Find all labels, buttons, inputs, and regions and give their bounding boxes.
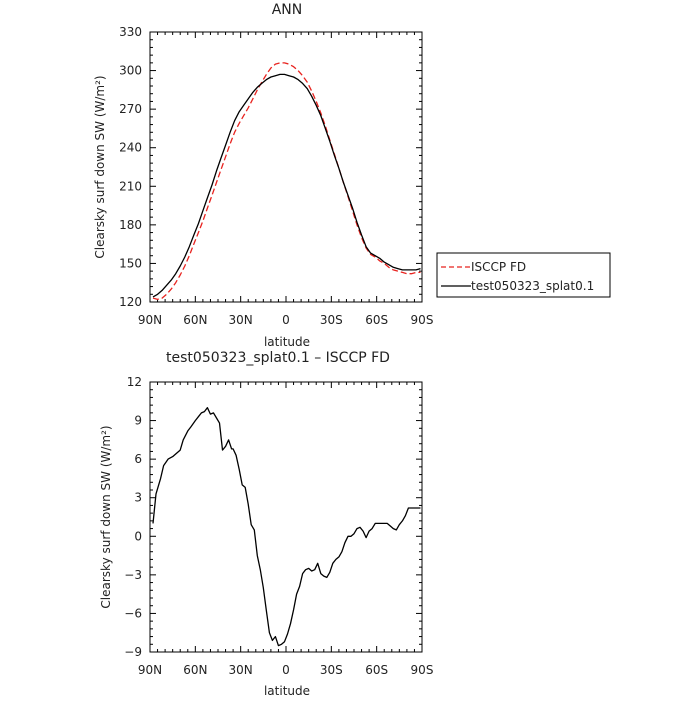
bottom-x-tick-label: 30N [229, 663, 253, 677]
legend-label-model: test050323_splat0.1 [471, 279, 594, 293]
bottom-y-tick-label: 12 [127, 375, 142, 389]
bottom-x-tick-label: 90N [138, 663, 162, 677]
top-y-tick-label: 210 [119, 179, 142, 193]
bottom-y-tick-label: −6 [124, 606, 142, 620]
top-x-axis-title: latitude [264, 335, 310, 349]
top-y-tick-label: 330 [119, 25, 142, 39]
top-series-line-1 [152, 73, 421, 298]
bottom-x-tick-label: 90S [411, 663, 434, 677]
top-panel: ANN 90N 60N 30N 0 30S 60S 90S 120 150 180 210 240 2… [93, 2, 433, 349]
top-y-tick-label: 270 [119, 102, 142, 116]
top-x-tick-label: 90S [411, 313, 434, 327]
legend-box [436, 252, 611, 298]
top-series-line-0 [152, 62, 421, 301]
top-axis-ticks [149, 31, 423, 303]
bottom-panel: test050323_splat0.1 – ISCCP FD 90N 60N 30N… [99, 350, 433, 698]
top-y-tick-label: 240 [119, 141, 142, 155]
top-y-tick-label: 300 [119, 64, 142, 78]
bottom-x-tick-label: 60S [365, 663, 388, 677]
bottom-x-tick-label: 30S [320, 663, 343, 677]
bottom-x-axis-title: latitude [264, 684, 310, 698]
bottom-x-tick-label: 60N [183, 663, 207, 677]
top-y-tick-label: 150 [119, 256, 142, 270]
top-x-tick-label: 60S [365, 313, 388, 327]
bottom-axis-ticks [149, 381, 423, 653]
top-x-tick-label: 90N [138, 313, 162, 327]
top-x-tick-label: 0 [282, 313, 290, 327]
bottom-y-axis-title: Clearsky surf down SW (W/m²) [99, 425, 113, 608]
bottom-y-tick-label: 6 [134, 452, 142, 466]
bottom-y-tick-label: 3 [134, 491, 142, 505]
top-x-tick-labels: 90N 60N 30N 0 30S 60S 90S [138, 313, 434, 327]
bottom-x-tick-label: 0 [282, 663, 290, 677]
top-x-tick-label: 60N [183, 313, 207, 327]
bottom-y-tick-label: −9 [124, 645, 142, 659]
legend: ISCCP FD test050323_splat0.1 [436, 252, 611, 298]
legend-label-isccp: ISCCP FD [471, 260, 526, 274]
top-y-tick-label: 120 [119, 295, 142, 309]
bottom-series-line-0 [152, 407, 421, 647]
bottom-series-lines [152, 407, 421, 647]
top-y-axis-title: Clearsky surf down SW (W/m²) [93, 75, 107, 258]
top-y-tick-labels: 120 150 180 210 240 270 300 330 [119, 25, 142, 309]
bottom-chart-title: test050323_splat0.1 – ISCCP FD [166, 350, 390, 366]
bottom-plot-frame [149, 381, 423, 653]
bottom-y-tick-labels: −9 −6 −3 0 3 6 9 12 [124, 375, 142, 659]
top-chart-title: ANN [272, 2, 303, 18]
top-series-lines [152, 62, 421, 301]
top-x-tick-label: 30N [229, 313, 253, 327]
bottom-y-tick-label: 9 [134, 414, 142, 428]
top-x-tick-label: 30S [320, 313, 343, 327]
top-y-tick-label: 180 [119, 218, 142, 232]
bottom-y-tick-label: 0 [134, 529, 142, 543]
bottom-y-tick-label: −3 [124, 568, 142, 582]
bottom-x-tick-labels: 90N 60N 30N 0 30S 60S 90S [138, 663, 434, 677]
